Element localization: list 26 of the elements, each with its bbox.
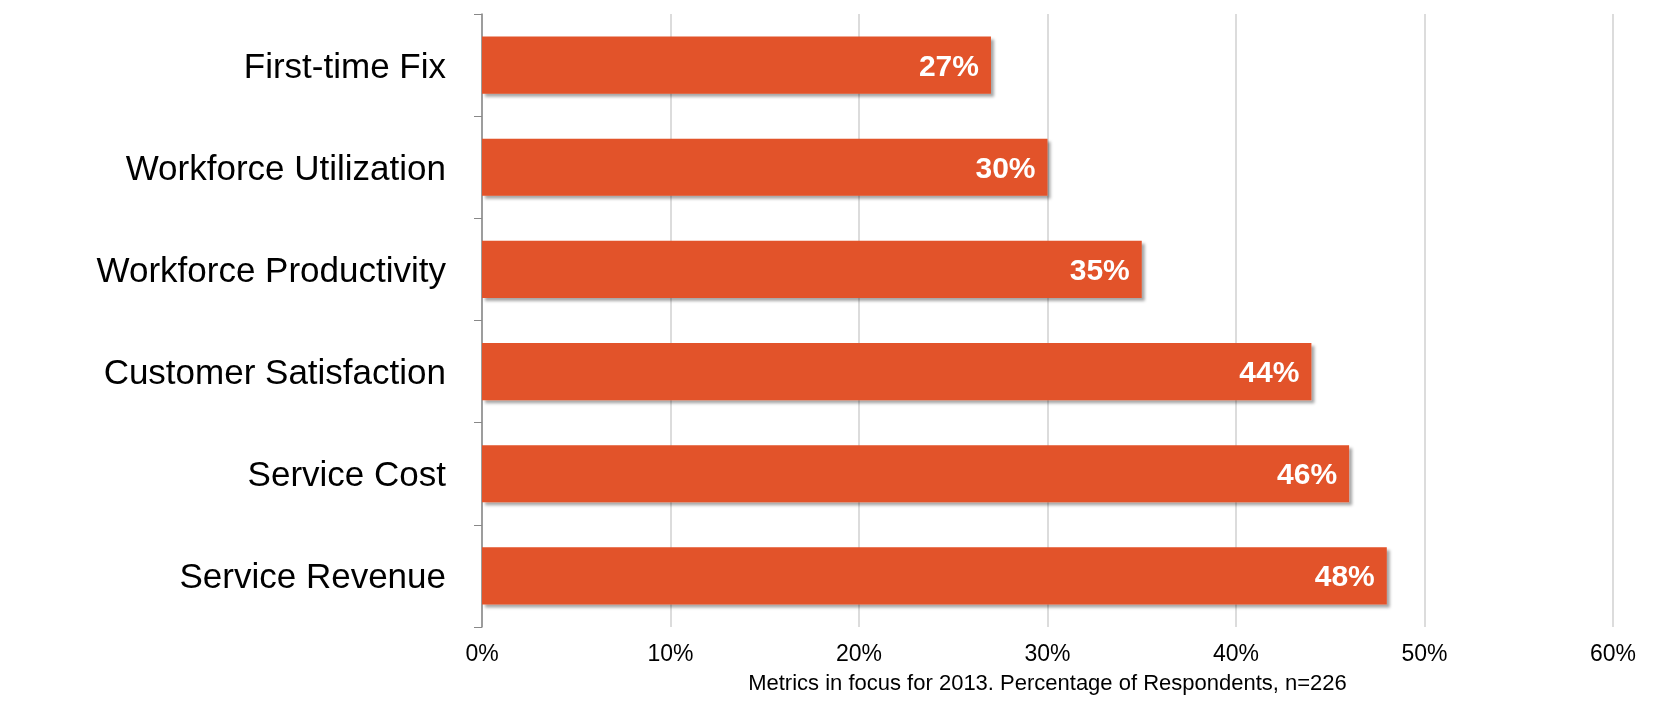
- data-label: 27%: [918, 48, 979, 82]
- x-tick-label: 50%: [1401, 639, 1448, 666]
- x-tick-label: 0%: [465, 639, 499, 666]
- x-tick-label: 30%: [1024, 639, 1071, 666]
- y-tick-label: Service Cost: [247, 454, 447, 494]
- bar: [482, 36, 991, 94]
- y-tick-label: Workforce Utilization: [125, 147, 446, 187]
- bar: [482, 547, 1387, 605]
- x-tick-label: 20%: [835, 639, 883, 666]
- bar: [482, 240, 1142, 299]
- x-tick-label: 60%: [1589, 639, 1637, 666]
- data-label: 44%: [1239, 355, 1300, 389]
- y-tick-label: Service Revenue: [179, 556, 446, 596]
- data-label: 30%: [975, 150, 1036, 184]
- x-axis-title: Metrics in focus for 2013. Percentage of Respondents, n=226: [748, 669, 1347, 695]
- y-tick-label: First-time Fix: [243, 45, 447, 85]
- x-tick-label: 40%: [1212, 639, 1260, 666]
- y-tick-label: Workforce Productivity: [96, 249, 447, 289]
- data-label: 48%: [1314, 559, 1375, 593]
- bar: [482, 138, 1048, 196]
- bar: [482, 445, 1350, 503]
- y-tick-label: Customer Satisfaction: [103, 352, 446, 392]
- bar: [482, 342, 1312, 401]
- data-label: 46%: [1277, 457, 1338, 491]
- data-label: 35%: [1069, 252, 1130, 286]
- x-tick-label: 10%: [647, 639, 694, 666]
